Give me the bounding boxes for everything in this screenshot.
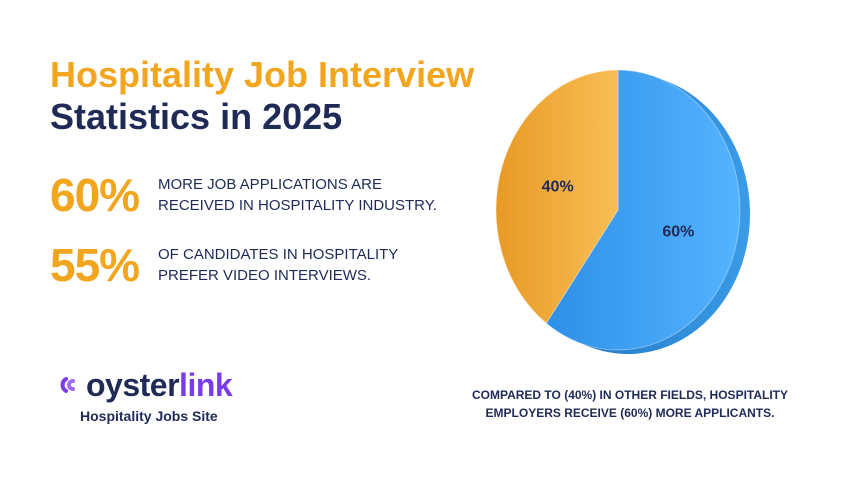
stat-applications: 60% More job applications are received i…	[50, 172, 437, 218]
stat-description-line: of candidates in hospitality	[158, 246, 399, 263]
title-line-2: Statistics in 2025	[50, 96, 474, 138]
pie-slice-40	[495, 69, 619, 325]
brand-name: oysterlink	[86, 367, 233, 403]
pie-chart: 60% 40%	[495, 69, 750, 354]
page-title: Hospitality Job Interview Statistics in …	[50, 54, 474, 138]
brand-tagline: Hospitality Jobs Site	[80, 408, 218, 424]
stat-description-line: received in hospitality industry.	[158, 197, 437, 214]
stat-description: of candidates in hospitality prefer vide…	[158, 244, 398, 286]
caption-line: Compared to (40%) in other fields, hospi…	[471, 388, 789, 402]
pie-label: 60%	[662, 224, 694, 241]
chart-caption: Compared to (40%) in other fields, hospi…	[440, 386, 820, 422]
brand-logo[interactable]: oysterlink	[60, 367, 233, 403]
title-word-statistics: Statistics	[50, 96, 211, 137]
brand-name-part-1: oyster	[86, 367, 180, 403]
title-year: in 2025	[220, 96, 343, 137]
stat-video-interviews: 55% of candidates in hospitality prefer …	[50, 242, 398, 288]
oysterlink-logo-icon	[60, 377, 75, 393]
stat-value: 60%	[50, 169, 140, 221]
stat-value: 55%	[50, 239, 140, 291]
caption-line: employers receive (60%) more applicants.	[485, 406, 775, 420]
stat-description: More job applications are received in ho…	[158, 174, 437, 216]
title-line-1: Hospitality Job Interview	[50, 54, 475, 95]
brand-name-part-2: link	[179, 367, 233, 403]
pie-label: 40%	[542, 179, 574, 196]
pie-slice-60	[545, 69, 741, 351]
stat-description-line: More job applications are	[158, 176, 382, 193]
stat-description-line: prefer video interviews.	[158, 267, 372, 284]
